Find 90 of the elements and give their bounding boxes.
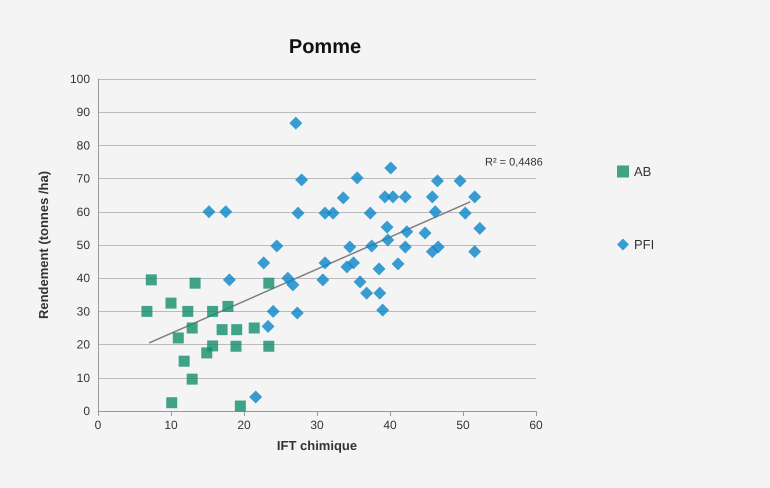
- point: [360, 286, 374, 300]
- point: [392, 257, 405, 270]
- x-tick-label: 30: [310, 418, 324, 432]
- point: [316, 273, 330, 286]
- point: [270, 239, 284, 252]
- point: [286, 278, 300, 292]
- point: [231, 324, 242, 336]
- point: [186, 322, 198, 334]
- point: [428, 205, 442, 218]
- point: [257, 256, 270, 270]
- point: [326, 206, 340, 220]
- point: [354, 275, 367, 288]
- point: [364, 206, 377, 220]
- x-tick-label: 20: [237, 418, 251, 432]
- legend-label: PFI: [634, 237, 654, 252]
- point: [202, 205, 216, 218]
- point: [289, 116, 302, 130]
- y-tick-label: 10: [76, 370, 90, 385]
- point: [468, 190, 482, 204]
- point: [386, 190, 400, 204]
- point: [207, 340, 218, 352]
- point: [230, 340, 242, 352]
- point: [380, 220, 394, 234]
- point: [222, 300, 234, 312]
- point: [384, 161, 398, 174]
- y-tick-label: 60: [76, 204, 90, 219]
- y-tick-label: 0: [83, 404, 90, 418]
- point: [234, 400, 246, 412]
- point: [166, 397, 178, 408]
- point: [292, 206, 305, 220]
- x-tick-label: 10: [164, 418, 178, 432]
- x-tick-label: 50: [456, 418, 470, 432]
- y-tick-label: 30: [76, 304, 90, 318]
- x-tick-label: 60: [529, 418, 543, 432]
- point: [458, 206, 472, 220]
- point: [146, 274, 157, 286]
- point: [365, 239, 378, 252]
- point: [178, 356, 190, 367]
- point: [398, 190, 412, 204]
- point: [473, 222, 486, 235]
- point: [398, 240, 412, 254]
- point: [336, 191, 350, 204]
- point: [430, 174, 444, 188]
- point: [468, 245, 482, 258]
- point: [262, 320, 275, 333]
- point: [350, 171, 364, 184]
- x-axis-title: IFT chimique: [276, 438, 358, 453]
- y-tick-label: 100: [70, 72, 90, 86]
- point: [347, 256, 360, 270]
- point: [249, 390, 262, 404]
- x-tick-label: 0: [94, 418, 102, 432]
- legend-label: AB: [634, 164, 652, 179]
- point: [281, 272, 294, 285]
- point: [295, 173, 308, 186]
- point: [318, 256, 332, 270]
- point: [381, 234, 394, 247]
- y-tick-label: 80: [76, 138, 90, 152]
- point: [263, 340, 274, 352]
- point: [216, 324, 228, 336]
- point: [426, 190, 439, 204]
- y-tick-label: 50: [76, 238, 90, 252]
- point: [141, 306, 152, 317]
- point: [222, 273, 236, 286]
- point: [186, 374, 198, 385]
- point: [248, 322, 260, 334]
- y-tick-label: 20: [76, 338, 90, 352]
- point: [343, 240, 356, 254]
- chart-title: Pomme: [288, 36, 362, 58]
- point: [454, 174, 467, 188]
- annotation: R² = 0,4486: [485, 156, 543, 168]
- point: [172, 332, 184, 344]
- point: [376, 304, 390, 317]
- point: [166, 298, 176, 309]
- point: [263, 278, 274, 289]
- point: [266, 304, 280, 318]
- point: [372, 262, 386, 276]
- point: [190, 278, 201, 289]
- y-tick-label: 40: [76, 271, 90, 286]
- y-axis-title: Rendement (tonnes /ha): [36, 170, 51, 320]
- point: [207, 306, 218, 317]
- point: [290, 306, 304, 320]
- y-tick-label: 90: [76, 105, 90, 120]
- point: [373, 286, 386, 300]
- point: [400, 225, 414, 238]
- point: [182, 306, 194, 317]
- point: [219, 205, 232, 218]
- point: [426, 245, 439, 258]
- y-tick-label: 70: [76, 172, 90, 186]
- point: [418, 226, 432, 240]
- x-tick-label: 40: [383, 418, 397, 432]
